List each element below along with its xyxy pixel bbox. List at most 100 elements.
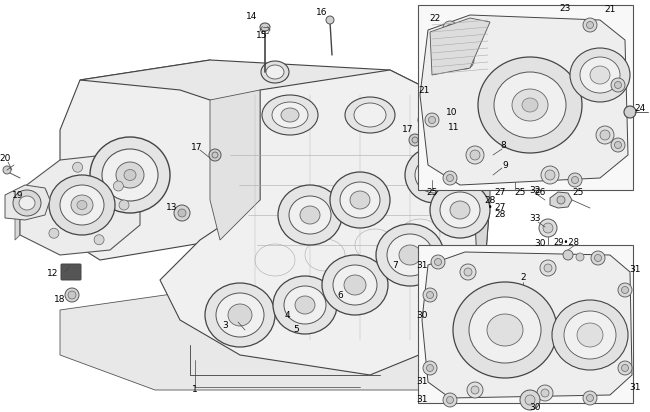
Ellipse shape [261,61,289,83]
Text: 29•28: 29•28 [553,237,579,246]
Circle shape [611,78,625,92]
Text: 27: 27 [494,203,506,211]
Text: 28: 28 [494,209,506,218]
Circle shape [419,132,431,144]
Polygon shape [550,192,572,208]
Circle shape [541,166,559,184]
Ellipse shape [570,48,630,102]
Circle shape [614,82,621,89]
Polygon shape [160,70,490,375]
Text: 26: 26 [534,187,546,197]
Text: 27: 27 [494,187,506,197]
Text: 14: 14 [246,12,257,21]
Polygon shape [20,155,140,255]
Text: 22: 22 [430,14,441,23]
Text: 15: 15 [256,30,268,40]
Circle shape [212,152,218,158]
Text: 2: 2 [520,274,526,283]
Circle shape [621,286,629,293]
Polygon shape [420,15,628,185]
Text: 3: 3 [222,321,228,330]
Text: 28: 28 [484,196,496,204]
Ellipse shape [577,323,603,347]
Ellipse shape [260,23,270,31]
Ellipse shape [440,192,480,228]
Ellipse shape [487,314,523,346]
Circle shape [540,260,556,276]
Circle shape [600,130,610,140]
Ellipse shape [272,102,308,128]
Circle shape [544,264,552,272]
Circle shape [467,382,483,398]
Polygon shape [60,60,260,260]
Ellipse shape [478,57,582,153]
Circle shape [425,113,439,127]
Ellipse shape [450,201,470,219]
Circle shape [3,166,11,174]
Circle shape [624,106,636,118]
Circle shape [326,16,334,24]
Ellipse shape [354,103,386,127]
Ellipse shape [469,297,541,363]
Text: 21: 21 [419,86,430,94]
Circle shape [418,113,432,127]
Circle shape [586,21,593,28]
Circle shape [443,393,457,407]
Text: 8: 8 [500,140,506,150]
Text: 4: 4 [284,311,290,321]
Text: 18: 18 [54,295,66,304]
Text: 1: 1 [192,386,198,395]
FancyBboxPatch shape [418,5,633,190]
Text: 7: 7 [392,262,398,271]
Circle shape [614,141,621,148]
Circle shape [596,126,614,144]
Ellipse shape [278,185,342,245]
Circle shape [423,361,437,375]
Circle shape [591,251,605,265]
Circle shape [576,253,584,261]
Polygon shape [5,185,50,220]
Circle shape [49,228,59,238]
Circle shape [563,250,573,260]
Circle shape [447,24,454,31]
Ellipse shape [262,95,318,135]
Ellipse shape [281,108,299,122]
Ellipse shape [295,296,315,314]
Polygon shape [422,252,632,398]
Ellipse shape [205,283,275,347]
Text: 5: 5 [293,325,299,335]
Text: 9: 9 [502,161,508,169]
Circle shape [460,55,470,65]
Polygon shape [470,110,490,330]
Text: 21: 21 [604,5,616,14]
Circle shape [583,18,597,32]
Circle shape [541,389,549,397]
Ellipse shape [564,311,616,359]
Circle shape [460,264,476,280]
Circle shape [525,395,535,405]
Circle shape [485,168,499,182]
Circle shape [539,219,557,237]
Ellipse shape [266,65,284,79]
Circle shape [37,188,47,198]
Circle shape [412,137,418,143]
Circle shape [545,170,555,180]
Ellipse shape [228,304,252,326]
Text: 11: 11 [448,122,460,131]
Circle shape [464,268,472,276]
Text: 31: 31 [416,377,428,386]
Ellipse shape [49,175,115,235]
Ellipse shape [512,89,548,121]
Circle shape [423,288,437,302]
Ellipse shape [430,182,490,238]
Circle shape [434,258,441,265]
Circle shape [68,291,76,299]
Circle shape [409,134,421,146]
Text: 10: 10 [447,108,458,117]
Circle shape [520,390,540,410]
Text: 12: 12 [47,269,58,279]
Circle shape [426,292,434,299]
Text: 25: 25 [514,187,526,197]
Circle shape [73,162,83,172]
Ellipse shape [522,98,538,112]
